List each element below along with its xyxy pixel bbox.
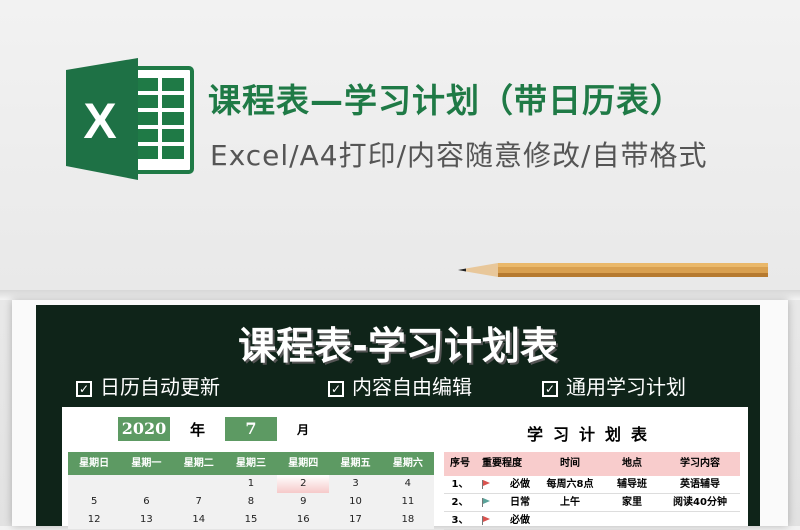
plan-column-header: 重要程度 — [482, 458, 522, 469]
plan-column-header: 学习内容 — [680, 458, 720, 469]
time-cell[interactable] — [536, 512, 604, 529]
importance-label: 日常 — [510, 496, 530, 508]
calendar-day[interactable]: 12 — [87, 514, 101, 525]
weekday-header: 星期三 — [235, 458, 266, 469]
shelf-shadow — [0, 290, 800, 300]
svg-text:X: X — [83, 93, 116, 149]
feature-item: ✓ 日历自动更新 — [76, 371, 220, 400]
calendar-day[interactable]: 9 — [300, 496, 307, 507]
calendar-day[interactable]: 18 — [401, 514, 415, 525]
calendar-day[interactable]: 10 — [349, 496, 362, 507]
calendar: 星期日 星期一 星期二 星期三 星期四 星期五 星期六 1 2 3 4 5 6 7 8 9 10 11 12 13 1… — [68, 452, 434, 529]
plan-column-header: 时间 — [560, 458, 580, 469]
plan-column-header: 地点 — [622, 458, 642, 469]
calendar-week-row: 5 6 7 8 9 10 11 — [68, 493, 434, 511]
importance-cell: 必做 — [476, 512, 536, 529]
plan-header-row: 序号 重要程度 时间 地点 学习内容 — [444, 452, 740, 476]
feature-label: 通用学习计划 — [566, 375, 686, 399]
weekday-header: 星期五 — [340, 458, 371, 469]
checkbox-checked-icon: ✓ — [542, 381, 558, 397]
feature-label: 内容自由编辑 — [352, 375, 472, 399]
place-cell[interactable] — [604, 512, 660, 529]
importance-cell: 日常 — [476, 494, 536, 511]
content-cell[interactable]: 阅读40分钟 — [673, 497, 727, 508]
content-cell[interactable]: 英语辅导 — [680, 479, 720, 490]
page-title: 课程表—学习计划（带日历表） — [208, 81, 684, 120]
plan-body: 1、 必做 每周六8点 辅导班 英语辅导 2、 日常 上午 家里 阅读40分钟 3、… — [444, 476, 740, 530]
importance-label: 必做 — [510, 478, 530, 490]
flag-icon — [482, 498, 490, 507]
calendar-day[interactable]: 5 — [90, 496, 98, 507]
calendar-day[interactable] — [68, 475, 120, 493]
calendar-week-row: 12 13 14 15 16 17 18 — [68, 511, 434, 529]
calendar-week-row: 1 2 3 4 — [68, 475, 434, 493]
importance-cell: 必做 — [476, 476, 536, 493]
calendar-day[interactable]: 7 — [195, 496, 202, 507]
weekday-header: 星期六 — [392, 458, 423, 469]
checkbox-checked-icon: ✓ — [328, 381, 344, 397]
row-number: 3、 — [451, 515, 469, 526]
calendar-weekday-header: 星期日 星期一 星期二 星期三 星期四 星期五 星期六 — [68, 452, 434, 475]
content-cell[interactable] — [660, 512, 740, 529]
weekday-header: 星期四 — [288, 458, 319, 469]
calendar-day[interactable]: 11 — [401, 496, 415, 507]
row-number: 2、 — [451, 497, 469, 508]
calendar-day[interactable]: 17 — [349, 514, 362, 525]
calendar-day[interactable]: 6 — [143, 496, 150, 507]
time-cell[interactable]: 上午 — [560, 497, 580, 508]
calendar-day[interactable]: 1 — [247, 478, 255, 489]
plan-title: 学习计划表 — [526, 425, 657, 444]
calendar-day[interactable]: 13 — [140, 514, 153, 525]
importance-label: 必做 — [510, 514, 530, 526]
calendar-day[interactable]: 15 — [244, 514, 258, 525]
flag-icon — [482, 516, 490, 525]
calendar-day[interactable]: 3 — [352, 478, 359, 489]
calendar-day[interactable]: 14 — [192, 514, 206, 525]
preview-title: 课程表-学习计划表 — [238, 324, 558, 368]
plan-row: 2、 日常 上午 家里 阅读40分钟 — [444, 494, 740, 512]
flag-icon — [482, 480, 490, 489]
feature-label: 日历自动更新 — [100, 375, 220, 399]
row-number: 1、 — [451, 479, 469, 490]
calendar-day[interactable]: 8 — [247, 496, 255, 507]
place-cell[interactable]: 家里 — [622, 497, 642, 508]
pencil-decoration — [458, 262, 768, 278]
calendar-day[interactable]: 2 — [277, 475, 330, 493]
month-label: 月 — [297, 423, 310, 437]
calendar-day[interactable]: 16 — [296, 514, 310, 525]
year-cell[interactable]: 2020 — [118, 417, 170, 441]
feature-item: ✓ 内容自由编辑 — [328, 371, 472, 400]
weekday-header: 星期二 — [183, 458, 214, 469]
year-label: 年 — [190, 421, 206, 439]
month-cell[interactable]: 7 — [225, 417, 277, 441]
weekday-header: 星期一 — [131, 458, 162, 469]
plan-row: 3、 必做 — [444, 512, 740, 530]
study-plan-table: 学习计划表 序号 重要程度 时间 地点 学习内容 1、 必做 每周六8点 辅导班 英语辅… — [444, 407, 740, 530]
plan-row: 1、 必做 每周六8点 辅导班 英语辅导 — [444, 476, 740, 494]
plan-column-header: 序号 — [450, 458, 470, 469]
page-subtitle: Excel/A4打印/内容随意修改/自带格式 — [210, 139, 708, 172]
feature-item: ✓ 通用学习计划 — [542, 371, 686, 400]
calendar-day[interactable]: 4 — [404, 478, 412, 489]
weekday-header: 星期日 — [79, 458, 110, 469]
excel-logo-icon: X — [66, 58, 194, 180]
place-cell[interactable]: 辅导班 — [617, 479, 647, 490]
time-cell[interactable]: 每周六8点 — [546, 479, 594, 490]
calendar-body: 1 2 3 4 5 6 7 8 9 10 11 12 13 14 15 16 17 18 — [68, 475, 434, 529]
checkbox-checked-icon: ✓ — [76, 381, 92, 397]
calendar-day[interactable] — [173, 475, 225, 493]
calendar-day[interactable] — [120, 475, 172, 493]
